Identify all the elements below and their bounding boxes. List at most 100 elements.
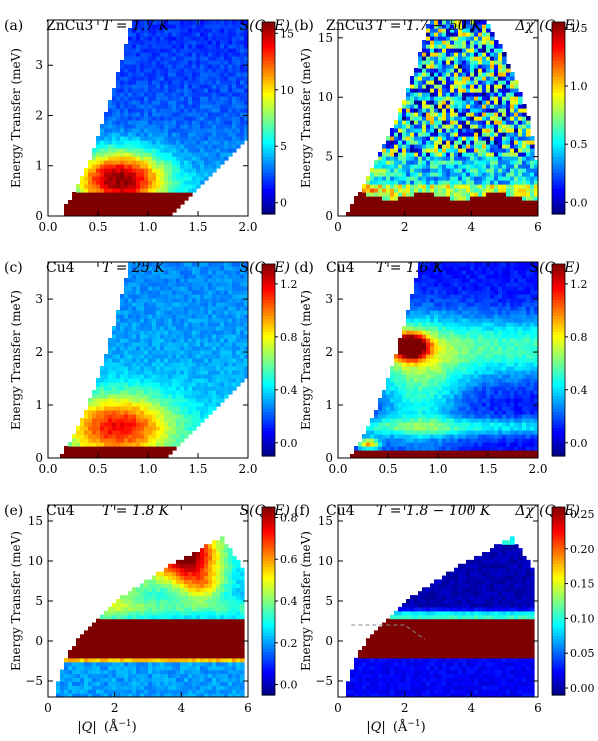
colorbar-segment xyxy=(262,440,275,444)
colorbar-segment xyxy=(552,376,565,380)
colorbar-segment xyxy=(262,594,275,599)
colorbar-segment xyxy=(262,201,275,205)
colorbar-segment xyxy=(262,644,275,649)
colorbar-segment xyxy=(262,121,275,125)
x-tick-label: 0 xyxy=(44,701,52,715)
temperature-label: T = 1.8 − 100 K xyxy=(376,503,492,519)
colorbar-segment xyxy=(262,538,275,543)
colorbar-segment xyxy=(262,449,275,454)
colorbar-segment xyxy=(262,560,275,564)
colorbar-segment xyxy=(262,185,275,189)
colorbar-segment xyxy=(262,372,275,377)
colorbar-tick-label: 0.0 xyxy=(570,437,588,450)
colorbar-segment xyxy=(552,550,565,555)
x-tick-label: 4 xyxy=(468,701,476,715)
colorbar-segment xyxy=(552,318,565,323)
colorbar-segment xyxy=(552,669,565,674)
colorbar-segment xyxy=(552,385,565,390)
colorbar-segment xyxy=(262,563,275,568)
x-tick-label: 1.5 xyxy=(478,462,497,476)
colorbar-segment xyxy=(552,169,565,173)
colorbar-segment xyxy=(262,66,275,71)
colorbar-frame xyxy=(551,263,566,457)
colorbar-segment xyxy=(262,610,275,615)
colorbar-tick-label: 1.5 xyxy=(570,22,588,35)
colorbar-segment xyxy=(552,372,565,377)
colorbar-segment xyxy=(262,651,275,655)
colorbar-segment xyxy=(262,404,275,409)
colorbar-segment xyxy=(552,414,565,419)
colorbar-segment xyxy=(262,172,275,177)
colorbar-segment xyxy=(262,572,275,577)
colorbar-segment xyxy=(552,150,565,154)
colorbar-segment xyxy=(552,143,565,148)
colorbar-segment xyxy=(262,328,275,332)
colorbar-segment xyxy=(552,538,565,543)
colorbar-segment xyxy=(262,70,275,74)
colorbar-tick-label: 15 xyxy=(280,27,294,40)
y-tick-label: 3 xyxy=(325,292,333,306)
x-tick-label: 2.0 xyxy=(528,462,547,476)
panel-d: 0.0 0.5 1.0 1.5 2.0 0 1 2 3 Energy Transfer (meV)… xyxy=(294,260,588,476)
colorbar-segment xyxy=(262,516,275,521)
temperature-label: T = 1.8 K xyxy=(102,503,171,519)
colorbar-segment xyxy=(552,140,565,145)
colorbar: 0.0 0.4 0.8 1.2 xyxy=(261,263,298,457)
colorbar-segment xyxy=(552,31,565,36)
colorbar-segment xyxy=(552,379,565,383)
colorbar-segment xyxy=(262,666,275,671)
colorbar-segment xyxy=(262,669,275,674)
colorbar-segment xyxy=(552,321,565,326)
y-axis-label: Energy Transfer (meV) xyxy=(9,531,23,671)
colorbar-segment xyxy=(552,532,565,536)
colorbar-segment xyxy=(262,420,275,425)
colorbar-segment xyxy=(262,607,275,611)
colorbar-segment xyxy=(552,363,565,367)
colorbar-tick-label: 0.8 xyxy=(280,511,298,524)
colorbar-segment xyxy=(552,353,565,358)
colorbar-segment xyxy=(262,544,275,549)
colorbar-segment xyxy=(262,443,275,447)
colorbar-segment xyxy=(552,185,565,189)
colorbar-segment xyxy=(262,137,275,141)
colorbar-segment xyxy=(262,76,275,81)
colorbar-segment xyxy=(262,535,275,539)
colorbar-segment xyxy=(552,676,565,680)
colorbar-segment xyxy=(262,363,275,367)
colorbar-segment xyxy=(262,566,275,571)
colorbar-segment xyxy=(262,98,275,103)
colorbar-tick-label: 0.0 xyxy=(570,196,588,209)
colorbar-segment xyxy=(552,210,565,215)
colorbar-segment xyxy=(552,121,565,125)
colorbar-segment xyxy=(552,395,565,399)
y-tick-label: 0 xyxy=(35,209,43,223)
colorbar-segment xyxy=(262,679,275,684)
colorbar-segment xyxy=(552,601,565,605)
x-tick-label: 2.0 xyxy=(238,462,257,476)
temperature-label: T = 1.7 − 50 K xyxy=(376,18,483,34)
colorbar-segment xyxy=(552,146,565,151)
y-tick-label: 1 xyxy=(35,159,43,173)
colorbar-segment xyxy=(262,430,275,435)
colorbar-segment xyxy=(262,321,275,326)
colorbar-segment xyxy=(552,588,565,593)
colorbar-segment xyxy=(262,114,275,119)
colorbar-segment xyxy=(552,105,565,109)
colorbar-tick-label: 0.15 xyxy=(570,578,595,591)
colorbar-segment xyxy=(262,44,275,49)
colorbar-segment xyxy=(262,318,275,323)
colorbar-segment xyxy=(262,169,275,173)
colorbar-tick-label: 0.05 xyxy=(570,647,595,660)
panel-c: 0.0 0.5 1.0 1.5 2.0 0 1 2 3 Energy Transfer (meV)… xyxy=(4,260,298,476)
colorbar-segment xyxy=(552,638,565,643)
y-tick-label: 3 xyxy=(35,292,43,306)
heatmap-image xyxy=(64,20,248,216)
panel-b: 0 2 4 6 0 5 10 15 Energy Transfer (meV) (b) ZnCu3 T… xyxy=(294,18,588,234)
colorbar-segment xyxy=(552,654,565,658)
colorbar-segment xyxy=(552,433,565,438)
colorbar-segment xyxy=(262,130,275,135)
colorbar-segment xyxy=(552,607,565,611)
material-label: Cu4 xyxy=(46,503,75,519)
